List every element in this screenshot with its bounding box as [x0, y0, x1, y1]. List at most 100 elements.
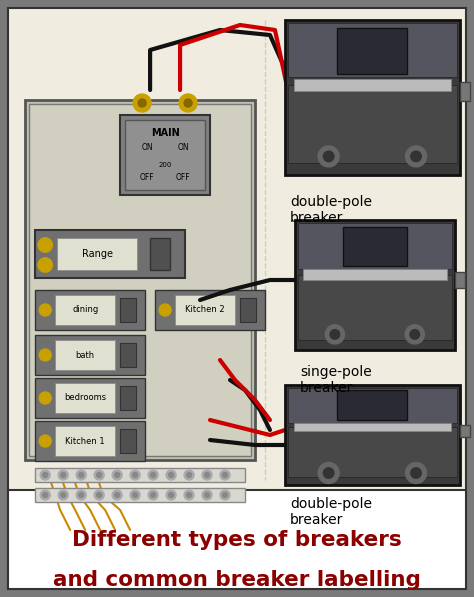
Circle shape	[94, 490, 104, 500]
Circle shape	[40, 470, 50, 480]
Circle shape	[406, 463, 427, 484]
Circle shape	[323, 468, 334, 478]
Bar	[35, 230, 185, 278]
Bar	[337, 27, 407, 74]
Text: bath: bath	[76, 350, 95, 359]
Circle shape	[318, 463, 339, 484]
Circle shape	[133, 493, 137, 497]
Bar	[155, 290, 265, 330]
Circle shape	[184, 470, 194, 480]
Circle shape	[40, 490, 50, 500]
Text: dining: dining	[72, 306, 98, 315]
Circle shape	[115, 493, 119, 497]
Circle shape	[220, 490, 230, 500]
Bar	[8, 490, 466, 589]
Circle shape	[79, 493, 84, 497]
Circle shape	[97, 493, 101, 497]
Bar	[288, 388, 457, 423]
Circle shape	[202, 490, 212, 500]
Circle shape	[323, 151, 334, 162]
Bar	[343, 226, 407, 266]
Bar	[55, 295, 115, 325]
Bar	[295, 220, 455, 350]
Circle shape	[169, 472, 173, 478]
Circle shape	[318, 146, 339, 167]
Bar	[35, 488, 245, 502]
Circle shape	[112, 490, 122, 500]
Bar	[288, 85, 457, 162]
Circle shape	[38, 258, 52, 272]
Circle shape	[148, 470, 158, 480]
Text: Kitchen 1: Kitchen 1	[65, 436, 105, 445]
Text: Kitchen 2: Kitchen 2	[185, 306, 225, 315]
Bar	[120, 386, 136, 410]
Circle shape	[112, 470, 122, 480]
Text: and common breaker labelling: and common breaker labelling	[53, 570, 421, 590]
Circle shape	[61, 472, 66, 478]
Circle shape	[325, 325, 345, 344]
Circle shape	[405, 325, 424, 344]
Bar	[120, 343, 136, 367]
Circle shape	[151, 472, 155, 478]
Text: Different types of breakers: Different types of breakers	[72, 530, 402, 550]
Circle shape	[38, 238, 52, 252]
Text: MAIN: MAIN	[151, 128, 180, 138]
Circle shape	[411, 468, 421, 478]
Circle shape	[202, 470, 212, 480]
Circle shape	[166, 470, 176, 480]
Text: OFF: OFF	[140, 173, 155, 181]
Bar	[298, 275, 452, 340]
Circle shape	[97, 472, 101, 478]
Circle shape	[184, 99, 192, 107]
Circle shape	[94, 470, 104, 480]
Bar	[55, 340, 115, 370]
Circle shape	[76, 470, 86, 480]
Circle shape	[205, 493, 210, 497]
Text: 200: 200	[158, 162, 172, 168]
Circle shape	[43, 493, 48, 497]
Text: double-pole
breaker: double-pole breaker	[290, 195, 372, 225]
Circle shape	[38, 258, 52, 272]
Text: singe-pole
breaker: singe-pole breaker	[300, 365, 372, 395]
Circle shape	[222, 493, 228, 497]
Circle shape	[411, 151, 421, 162]
Text: Range: Range	[82, 249, 113, 259]
Text: OFF: OFF	[176, 173, 191, 181]
Circle shape	[79, 472, 84, 478]
Bar	[120, 298, 136, 322]
Circle shape	[410, 330, 419, 339]
Bar	[288, 23, 457, 77]
Circle shape	[133, 94, 151, 112]
Circle shape	[220, 470, 230, 480]
Bar	[55, 426, 115, 456]
Text: bedrooms: bedrooms	[64, 393, 106, 402]
Bar	[288, 427, 457, 477]
Bar	[460, 425, 470, 437]
Circle shape	[39, 349, 51, 361]
Bar	[460, 82, 470, 101]
Bar	[120, 429, 136, 453]
Circle shape	[39, 392, 51, 404]
Bar	[35, 468, 245, 482]
Circle shape	[187, 493, 191, 497]
Bar	[150, 238, 170, 270]
Bar	[285, 20, 460, 175]
Bar	[35, 421, 145, 461]
Circle shape	[406, 146, 427, 167]
Circle shape	[115, 472, 119, 478]
Circle shape	[151, 493, 155, 497]
Bar	[240, 298, 256, 322]
Circle shape	[130, 470, 140, 480]
Bar	[125, 120, 205, 190]
Text: ON: ON	[177, 143, 189, 152]
Circle shape	[184, 490, 194, 500]
Bar	[35, 378, 145, 418]
Bar	[294, 79, 451, 91]
Circle shape	[61, 493, 66, 497]
Bar	[294, 423, 451, 431]
Circle shape	[148, 490, 158, 500]
Circle shape	[76, 490, 86, 500]
Bar	[55, 383, 115, 413]
Bar	[35, 335, 145, 375]
Circle shape	[138, 99, 146, 107]
